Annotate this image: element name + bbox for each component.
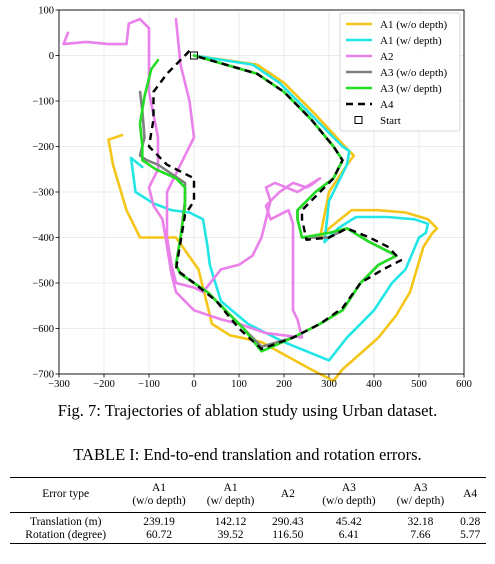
table-cell: Translation (m) [29, 516, 102, 528]
table-cell: 239.19 [143, 516, 175, 528]
header-a1-w-depth: A1 (w/ depth) [206, 482, 255, 507]
y-tick-label: 0 [49, 51, 54, 62]
y-tick-label: −700 [32, 370, 54, 381]
x-tick-label: 500 [411, 379, 427, 390]
x-tick-label: 0 [191, 379, 196, 390]
x-tick-label: 400 [366, 379, 382, 390]
legend-swatch [354, 116, 363, 124]
table-cell: Rotation (degree) [25, 528, 107, 541]
header-error-type: Error type [42, 488, 90, 501]
x-tick-label: 200 [276, 379, 292, 390]
y-tick-label: −500 [32, 279, 54, 290]
table-cell: 116.50 [272, 528, 304, 541]
start-marker [190, 51, 198, 60]
table-cell: 5.77 [460, 528, 481, 541]
x-tick-label: 600 [456, 379, 472, 390]
x-tick-label: −100 [138, 379, 160, 390]
figure-caption: Fig. 7: Trajectories of ablation study u… [57, 401, 438, 420]
series-line-a2 [62, 17, 322, 339]
header-a3-wo-depth: A3 (w/o depth) [322, 482, 376, 507]
legend-label: A1 (w/ depth) [380, 35, 442, 47]
header-row: Error type A1 (w/o depth) A1 (w/ depth) A2… [10, 478, 486, 513]
legend-label: Start [380, 115, 401, 127]
table-row: Rotation (degree) 60.72 39.52 116.50 6.4… [10, 529, 486, 544]
table-cell: 290.43 [272, 516, 304, 528]
x-tick-label: −200 [93, 379, 115, 390]
y-tick-label: −100 [32, 97, 54, 108]
y-tick-label: −600 [32, 324, 54, 335]
error-table-header: Error type A1 (w/o depth) A1 (w/ depth) A2… [10, 478, 486, 513]
legend-label: A4 [380, 99, 394, 111]
x-tick-label: −300 [48, 379, 70, 390]
y-tick-label: −400 [32, 233, 54, 244]
table-cell: 45.42 [335, 516, 362, 528]
table-row: Translation (m) 239.19 142.12 290.43 45.… [10, 513, 486, 529]
header-a3-w-depth: A3 (w/ depth) [396, 482, 445, 507]
header-a2: A2 [280, 488, 295, 501]
x-tick-label: 100 [231, 379, 247, 390]
table-cell: 6.41 [338, 528, 359, 541]
y-tick-label: −300 [32, 188, 54, 199]
table-cell: 142.12 [214, 516, 247, 528]
table-cell: 7.66 [410, 528, 431, 541]
legend-box [339, 12, 461, 132]
legend-label: A3 (w/o depth) [380, 67, 448, 79]
legend-label: A3 (w/ depth) [380, 83, 442, 95]
x-tick-label: 300 [321, 379, 337, 390]
legend-label: A1 (w/o depth) [380, 19, 448, 31]
error-table-body: Translation (m) 239.19 142.12 290.43 45.… [10, 513, 486, 544]
trajectory-chart: −300 −200 −100 0 100 200 300 400 500 600 100 0 −100 −… [32, 6, 472, 390]
y-tick-label: 100 [38, 6, 54, 17]
header-a4: A4 [463, 488, 478, 501]
table-cell: 32.18 [407, 516, 434, 528]
error-table: Error type A1 (w/o depth) A1 (w/ depth) A2… [10, 477, 486, 544]
table-cell: 0.28 [460, 516, 481, 528]
table-caption: TABLE I: End-to-end translation and rota… [73, 445, 422, 464]
legend-label: A2 [380, 51, 393, 63]
table-cell: 39.52 [217, 528, 244, 541]
table-cell: 60.72 [146, 528, 172, 541]
series-line-a1-w-depth [129, 54, 430, 362]
header-a1-wo-depth: A1 (w/o depth) [132, 482, 186, 507]
y-tick-label: −200 [32, 142, 54, 153]
series-line-a4 [147, 50, 403, 351]
